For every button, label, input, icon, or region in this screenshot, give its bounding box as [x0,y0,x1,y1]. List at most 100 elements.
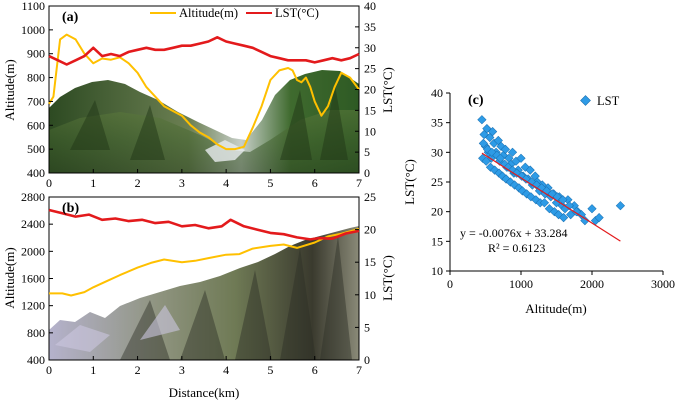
scatter-point [481,156,491,166]
panel-a-x-tick-label: 2 [135,176,141,190]
panel-b-y-tick-label-right: 10 [364,288,376,302]
scatter-point [615,201,625,211]
panel-a-lst-line [48,35,360,66]
panel-b-xlabel: Distance(km) [169,385,240,400]
panel-b-x-tick-label: 7 [356,363,362,377]
trendline [481,152,621,242]
panel-c-plot [477,115,625,242]
panel-a-y-tick-label-left: 700 [27,94,45,108]
trendline-r2: R² = 0.6123 [488,241,545,255]
panel-b-y-tick-label-left: 1600 [21,272,45,286]
panel-a-x-tick-label: 3 [179,176,185,190]
panel-a-plot [48,33,360,151]
scatter-point [539,198,549,208]
panel-b-y-tick-label-left: 2400 [21,217,45,231]
panel-b-label: (b) [62,201,79,216]
panel-a-legend: Altitude(m) LST(°C) [150,6,319,20]
panel-b-y-tick-label-right: 5 [364,320,370,334]
panel-b-y-tick-label-left: 2800 [21,190,45,204]
panel-b-ylabel-right: LST(°C) [380,255,395,301]
scatter-point [507,147,518,157]
panel-a-x-tick-label: 1 [90,176,96,190]
legend-lst-marker [580,95,591,106]
panel-c-x-tick-label: 1000 [509,277,533,291]
panel-a-ticks: 0 1 2 3 4 5 6 7 400 500 600 700 800 900 1000 1100 0 5 10 15… [21,0,376,190]
panel-a-y-tick-label-left: 400 [27,166,45,180]
panel-a-altitude-line [48,33,360,151]
panel-b-x-tick-label: 0 [46,363,52,377]
trendline-equation: y = -0.0076x + 33.284 [460,226,568,240]
panel-c-ticks: 0 1000 2000 3000 10 15 20 25 30 35 40 [431,86,675,291]
panel-b-y-tick-label-right: 0 [364,353,370,367]
scatter-point [558,195,568,205]
panel-a-y-tick-label-left: 800 [27,71,45,85]
panel-b-y-tick-label-left: 1200 [21,299,45,313]
panel-c-legend: LST [580,94,620,108]
panel-a-y-tick-label-left: 1100 [21,0,45,13]
panel-b-x-tick-label: 2 [135,363,141,377]
panel-b-y-tick-label-left: 800 [27,326,45,340]
panel-c-xlabel: Altitude(m) [525,301,586,316]
panel-b-y-tick-label-left: 2000 [21,244,45,258]
panel-c-y-tick-label: 10 [431,264,443,278]
scatter-point [594,213,604,223]
panel-a-y-tick-label-right: 5 [364,145,370,159]
legend-lst-scatter-label: LST [597,94,620,108]
scatter-point [559,213,569,223]
panel-c-x-tick-label: 0 [447,277,453,291]
panel-b-x-tick-label: 5 [267,363,273,377]
panel-c-label: (c) [468,93,484,108]
panel-b-y-tick-label-right: 15 [364,255,376,269]
panel-a-y-tick-label-right: 40 [364,0,376,13]
scatter-point [580,216,590,226]
panel-b: 0 1 2 3 4 5 6 7 400 800 1200 1600 2000 2400 2800 0 5 10 15… [2,190,395,400]
panel-b-x-tick-label: 4 [223,363,229,377]
panel-c-x-tick-label: 3000 [651,277,675,291]
panel-a-y-tick-label-right: 10 [364,124,376,138]
panel-a-y-tick-label-right: 15 [364,103,376,117]
panel-b-terrain-image [49,226,359,360]
panel-a-y-tick-label-left: 1000 [21,23,45,37]
panel-a-terrain-image [49,70,359,173]
panel-c-ylabel: LST(°C) [402,159,417,205]
panel-c-y-tick-label: 30 [431,145,443,159]
panel-c-y-tick-label: 25 [431,175,443,189]
panel-a-y-tick-label-left: 500 [27,142,45,156]
panel-a-x-tick-label: 7 [356,176,362,190]
panel-a-x-tick-label: 0 [46,176,52,190]
panel-a-y-tick-label-left: 900 [27,47,45,61]
panel-a-y-tick-label-right: 25 [364,62,376,76]
panel-b-lst-line [48,208,360,241]
panel-c: 0 1000 2000 3000 10 15 20 25 30 35 40 (c) LST y = … [402,86,675,316]
scatter-point [587,204,597,214]
panel-b-y-tick-label-right: 20 [364,223,376,237]
scatter-point [500,144,510,154]
panel-b-altitude-line [49,227,360,297]
panel-a-label: (a) [62,10,79,25]
panel-a: 0 1 2 3 4 5 6 7 400 500 600 700 800 900 1000 1100 0 5 10 15… [2,0,395,190]
panel-a-y-tick-label-right: 35 [364,20,376,34]
panel-a-x-tick-label: 5 [267,176,273,190]
scatter-point [525,165,535,175]
panel-a-ylabel-left: Altitude(m) [2,59,17,120]
panel-b-x-tick-label: 3 [179,363,185,377]
scatter-point [516,153,526,163]
scatter-point [477,115,487,125]
panel-a-y-tick-label-left: 600 [27,118,45,132]
panel-b-x-tick-label: 6 [312,363,318,377]
panel-a-x-tick-label: 6 [312,176,318,190]
panel-b-ylabel-left: Altitude(m) [2,247,17,308]
panel-b-y-tick-label-left: 400 [27,353,45,367]
panel-b-ticks: 0 1 2 3 4 5 6 7 400 800 1200 1600 2000 2400 2800 0 5 10 15… [21,190,376,377]
scatter-point [495,153,505,163]
panel-a-ylabel-right: LST(°C) [380,67,395,113]
legend-lst-label: LST(°C) [275,6,319,20]
panel-c-x-tick-label: 2000 [580,277,604,291]
legend-altitude-label: Altitude(m) [179,6,238,20]
panel-a-x-tick-label: 4 [223,176,229,190]
panel-c-y-tick-label: 35 [431,116,443,130]
panel-a-y-tick-label-right: 20 [364,83,376,97]
panel-c-y-tick-label: 20 [431,205,443,219]
panel-c-y-tick-label: 15 [431,234,443,248]
